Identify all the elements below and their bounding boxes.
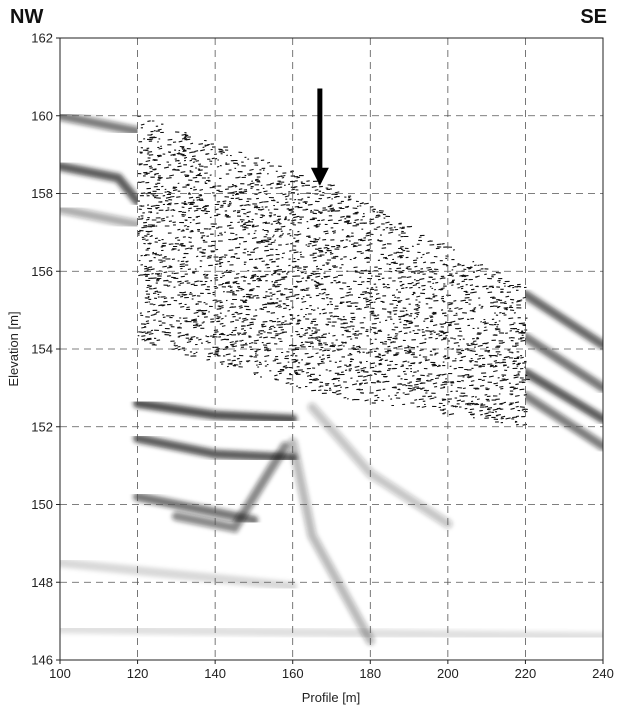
y-tick-label: 146 xyxy=(31,653,53,668)
y-tick-label: 158 xyxy=(31,186,53,201)
reflector-band xyxy=(520,332,603,393)
y-tick-label: 156 xyxy=(31,264,53,279)
x-tick-label: 240 xyxy=(592,666,614,681)
y-tick-label: 160 xyxy=(31,108,53,123)
y-tick-label: 150 xyxy=(31,497,53,512)
reflector-band xyxy=(60,204,143,230)
x-tick-label: 140 xyxy=(204,666,226,681)
reflector-band xyxy=(520,367,603,424)
x-tick-label: 120 xyxy=(127,666,149,681)
y-tick-label: 154 xyxy=(31,342,53,357)
reflector-band xyxy=(133,433,298,463)
reflector-band xyxy=(60,624,603,642)
reflector-bands xyxy=(60,111,603,646)
reflector-band xyxy=(60,161,143,206)
y-axis-label: Elevation [m] xyxy=(6,311,21,386)
y-tick-label: 162 xyxy=(31,31,53,46)
arrow-head xyxy=(310,167,329,186)
x-tick-label: 160 xyxy=(282,666,304,681)
x-tick-label: 220 xyxy=(515,666,537,681)
y-tick-label: 152 xyxy=(31,419,53,434)
x-axis-label: Profile [m] xyxy=(302,690,361,705)
x-tick-label: 180 xyxy=(359,666,381,681)
reflector-band xyxy=(171,441,290,533)
reflector-band xyxy=(520,391,603,451)
reflector-band xyxy=(520,290,603,350)
arrow-marker xyxy=(310,88,329,186)
x-tick-label: 200 xyxy=(437,666,459,681)
corner-label-se: SE xyxy=(580,6,607,28)
corner-label-nw: NW xyxy=(10,6,44,28)
speckle-texture xyxy=(137,115,530,426)
reflector-band xyxy=(288,437,375,646)
y-tick-label: 148 xyxy=(31,575,53,590)
reflector-band xyxy=(60,111,143,136)
axis-ticks: 100 120 140 160 180 200 220 240 146 148 150 152 154 1… xyxy=(31,31,614,682)
x-tick-label: 100 xyxy=(49,666,71,681)
grid xyxy=(60,38,603,660)
